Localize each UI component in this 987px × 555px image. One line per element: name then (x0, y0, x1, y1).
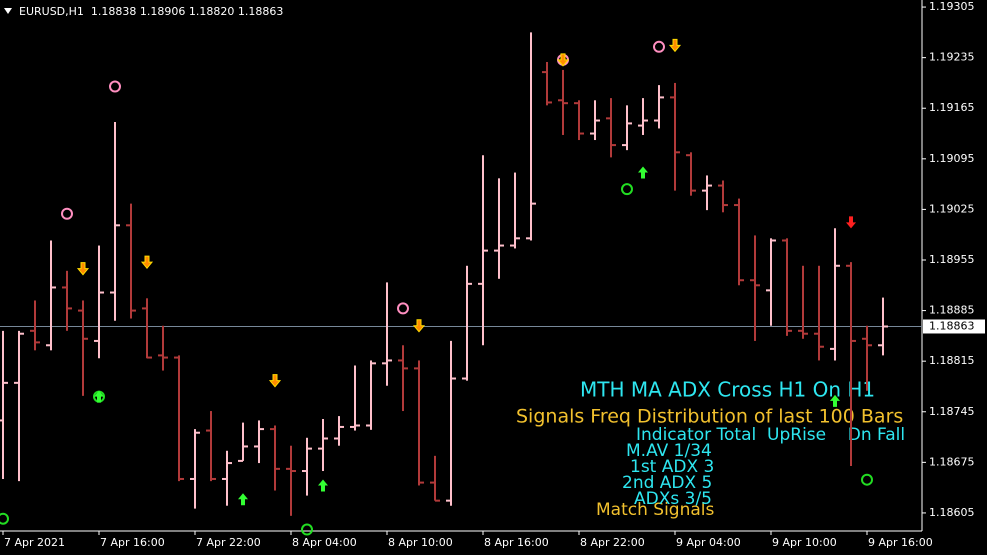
y-tick-label: 1.19165 (929, 101, 975, 114)
x-tick-label: 8 Apr 10:00 (388, 536, 453, 549)
y-tick-label: 1.19305 (929, 0, 975, 13)
x-tick-label: 9 Apr 16:00 (868, 536, 933, 549)
up-arrow (238, 493, 248, 506)
y-tick-label: 1.18605 (929, 506, 975, 519)
x-tick-label: 8 Apr 22:00 (580, 536, 645, 549)
panel-row: ADXs 3/5 (634, 489, 712, 509)
header-arrow (4, 8, 12, 14)
signal-circle (653, 40, 665, 53)
down-arrow (140, 255, 154, 269)
x-tick-label: 7 Apr 2021 (4, 536, 65, 549)
x-tick-label: 9 Apr 10:00 (772, 536, 837, 549)
up-arrow (318, 479, 328, 492)
up-arrow (94, 390, 104, 403)
symbol-header: EURUSD,H1 1.18838 1.18906 1.18820 1.1886… (19, 5, 283, 18)
signal-circle (0, 512, 9, 525)
panel-row: 1st ADX 3 (630, 457, 714, 477)
y-tick-label: 1.18955 (929, 253, 975, 266)
signal-circle (861, 473, 873, 486)
y-tick-label: 1.19025 (929, 202, 975, 215)
up-arrow (830, 394, 840, 407)
x-tick-label: 7 Apr 22:00 (196, 536, 261, 549)
x-tick-label: 9 Apr 04:00 (676, 536, 741, 549)
panel-header: Indicator Total UpRise Dn Fall (636, 425, 905, 445)
y-tick-label: 1.19095 (929, 152, 975, 165)
y-tick-label: 1.18675 (929, 455, 975, 468)
panel-title: MTH MA ADX Cross H1 On H1 (580, 378, 875, 402)
panel-footer: Match Signals (596, 500, 714, 520)
panel-subtitle: Signals Freq Distribution of last 100 Ba… (516, 406, 903, 428)
down-arrow (268, 374, 282, 388)
down-arrow (556, 53, 570, 67)
y-tick-label: 1.19235 (929, 51, 975, 64)
x-tick-label: 8 Apr 04:00 (292, 536, 357, 549)
x-tick-label: 7 Apr 16:00 (100, 536, 165, 549)
signal-circle (397, 302, 409, 315)
down-arrow (76, 262, 90, 276)
panel-row: 2nd ADX 5 (622, 473, 712, 493)
y-tick-label: 1.18745 (929, 405, 975, 418)
up-arrow (638, 166, 648, 179)
signal-circle (621, 183, 633, 196)
current-price-label: 1.18863 (929, 319, 975, 332)
signal-circle (61, 207, 73, 220)
y-tick-label: 1.18815 (929, 354, 975, 367)
down-arrow (668, 38, 682, 53)
panel-row: M.AV 1/34 (626, 441, 712, 461)
down-arrow (846, 216, 856, 229)
down-arrow (412, 319, 426, 333)
current-price-box (923, 319, 985, 334)
signal-circle (109, 80, 121, 93)
y-tick-label: 1.18885 (929, 304, 975, 317)
signal-circle (301, 523, 313, 536)
x-tick-label: 8 Apr 16:00 (484, 536, 549, 549)
